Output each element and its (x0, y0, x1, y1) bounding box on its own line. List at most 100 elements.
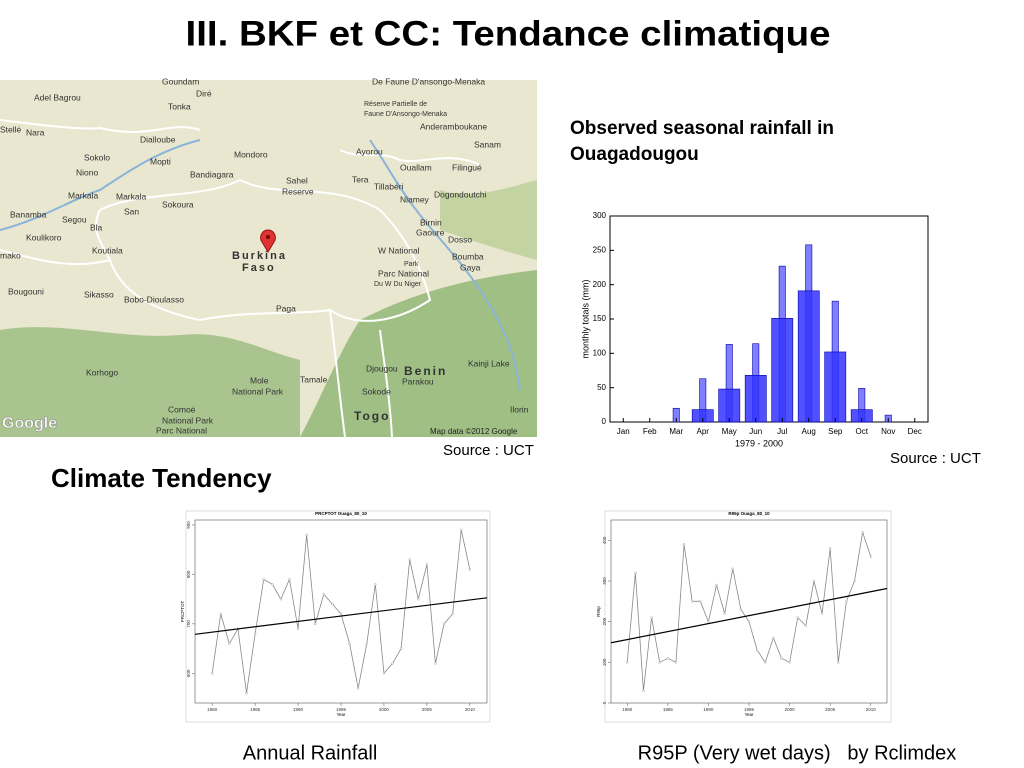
vegetation (0, 327, 300, 437)
data-point (356, 686, 360, 690)
map-label: Sokolo (84, 152, 110, 162)
map-label: San (124, 206, 139, 216)
border (0, 119, 481, 438)
country-label: Benin (404, 364, 447, 378)
map-label: Tonka (168, 101, 191, 111)
map-label: De Faune D'ansongo-Menaka (372, 76, 485, 86)
map-label: Koulikoro (26, 232, 62, 242)
x-tick-label: Apr (697, 427, 710, 436)
map-label: Tillabéri (374, 181, 404, 191)
map-label: Sahel (286, 175, 308, 185)
map-label: Gaya (460, 262, 481, 272)
caption: Annual Rainfall (243, 742, 378, 764)
data-point (417, 597, 420, 601)
data-point (707, 620, 710, 623)
map-pin (260, 229, 276, 253)
chart-title: PRCPTOT Ouaga_80_10 (315, 511, 367, 516)
y-axis-label: PRCPTOT (180, 601, 185, 623)
map-label: Kainji Lake (468, 358, 510, 368)
data-point (642, 689, 645, 692)
bar (744, 375, 767, 423)
data-point (468, 568, 472, 571)
data-point (690, 600, 694, 603)
y-tick-label: 100 (593, 348, 607, 357)
data-point (682, 543, 686, 546)
data-point (861, 531, 864, 534)
map-label: Nara (26, 127, 45, 137)
data-point (245, 691, 248, 695)
y-tick-label: 600 (186, 669, 191, 677)
map-label: Bandiagara (190, 169, 234, 179)
y-tick-label: 700 (186, 620, 191, 628)
map-label: National Park (162, 415, 214, 425)
map-label: Markala (68, 190, 99, 200)
map-pin-dot (266, 235, 270, 239)
x-tick-label: 2000 (785, 707, 796, 712)
map-label: Tera (352, 174, 369, 184)
data-point (715, 583, 718, 587)
map-label: Dogondoutchi (434, 189, 487, 199)
map-label: Parc National (378, 268, 429, 278)
map-label: Bougouni (8, 286, 44, 296)
x-tick-label: 1995 (336, 707, 347, 712)
chart-title: R95p Ouaga_80_10 (728, 511, 770, 516)
y-tick-label: 800 (186, 570, 191, 578)
map-label: Dialloube (140, 134, 176, 144)
x-tick-label: 1980 (622, 707, 633, 712)
data-point (723, 612, 726, 615)
country-label: Togo (354, 409, 390, 423)
data-point (796, 616, 799, 619)
x-tick-label: 2010 (465, 707, 476, 712)
data-point (699, 600, 702, 603)
map-label: Sokoura (162, 199, 194, 209)
data-point (460, 528, 463, 532)
data-point (820, 612, 824, 615)
section-heading: Climate Tendency (51, 463, 272, 493)
map-label: mako (0, 250, 21, 260)
source: Source : UCT (890, 450, 981, 467)
x-tick-label: Mar (669, 427, 683, 436)
x-axis-label: Year (744, 712, 754, 717)
data-point (788, 661, 791, 664)
map-label: Goundam (162, 76, 199, 86)
chart-title: Observed seasonal rainfall in Ouagadougo… (570, 118, 834, 165)
y-axis-label: R95p (596, 606, 601, 617)
slide-title: III. BKF et CC: Tendance climatique (186, 14, 831, 53)
map-label: Ilorin (510, 404, 529, 414)
data-point (348, 642, 351, 645)
data-point (634, 571, 637, 575)
data-point (262, 578, 265, 581)
data-point (339, 612, 343, 616)
x-tick-label: 1980 (207, 707, 218, 712)
data-point (382, 672, 386, 675)
y-tick-label: 0 (602, 701, 607, 704)
y-tick-label: 300 (602, 577, 607, 585)
map-attribution: Map data ©2012 Google (430, 427, 518, 436)
map-label: Tamale (300, 374, 328, 384)
data-point (331, 602, 334, 606)
plot-frame (609, 215, 929, 423)
x-tick-label: 2005 (825, 707, 836, 712)
bar (824, 351, 847, 423)
map-label: Djougou (366, 363, 398, 373)
x-tick-label: 2000 (379, 707, 390, 712)
data-point (305, 533, 308, 537)
map-label: Parc National (156, 425, 207, 435)
y-tick-label: 400 (602, 536, 607, 544)
map-label: Sokode (362, 386, 391, 396)
data-point (408, 558, 411, 561)
data-point (853, 579, 856, 583)
y-tick-label: 900 (186, 521, 191, 529)
map-label: Filingué (452, 162, 482, 172)
data-point (845, 600, 848, 603)
y-tick-label: 0 (602, 417, 607, 426)
map-label: Bla (90, 222, 103, 232)
data-point (322, 592, 326, 596)
data-point (780, 657, 783, 660)
x-axis-label: 1979 - 2000 (735, 438, 783, 448)
data-point (666, 657, 670, 660)
map-label: Ayorou (356, 146, 383, 156)
map-label: Sikasso (84, 289, 114, 299)
x-axis-label: Year (336, 712, 346, 717)
